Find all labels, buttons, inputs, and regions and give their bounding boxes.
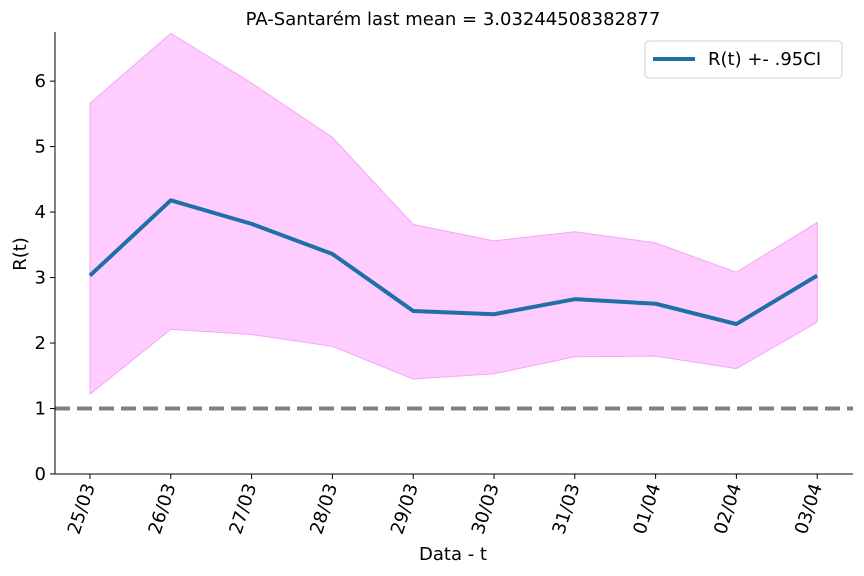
y-tick-label: 0 bbox=[35, 464, 46, 485]
series-line bbox=[88, 198, 819, 327]
x-tick-label: 02/04 bbox=[710, 481, 746, 537]
legend: R(t) +- .95CI bbox=[644, 40, 843, 79]
x-axis-label: Data - t bbox=[419, 544, 487, 565]
chart-title: PA-Santarém last mean = 3.03244508382877 bbox=[246, 9, 661, 30]
y-tick-label: 4 bbox=[35, 202, 46, 223]
y-tick-label: 3 bbox=[35, 268, 46, 289]
x-tick-label: 03/04 bbox=[791, 481, 827, 537]
x-tick-label: 28/03 bbox=[306, 481, 342, 537]
legend-label: R(t) +- .95CI bbox=[708, 49, 821, 70]
x-tick-label: 31/03 bbox=[549, 481, 585, 537]
x-tick-label: 29/03 bbox=[387, 481, 423, 537]
y-axis-label: R(t) bbox=[10, 237, 31, 271]
x-tick-label: 25/03 bbox=[64, 481, 100, 537]
x-tick-label: 27/03 bbox=[225, 481, 261, 537]
x-tick-label: 30/03 bbox=[468, 481, 504, 537]
plot-area bbox=[55, 32, 853, 411]
legend-box bbox=[644, 40, 843, 79]
y-tick-label: 2 bbox=[35, 333, 46, 354]
confidence-band bbox=[89, 32, 818, 396]
y-tick-label: 5 bbox=[35, 137, 46, 158]
y-tick-label: 1 bbox=[35, 399, 46, 420]
x-tick-label: 26/03 bbox=[145, 481, 181, 537]
x-tick-label: 01/04 bbox=[629, 481, 665, 537]
y-tick-label: 6 bbox=[35, 71, 46, 92]
